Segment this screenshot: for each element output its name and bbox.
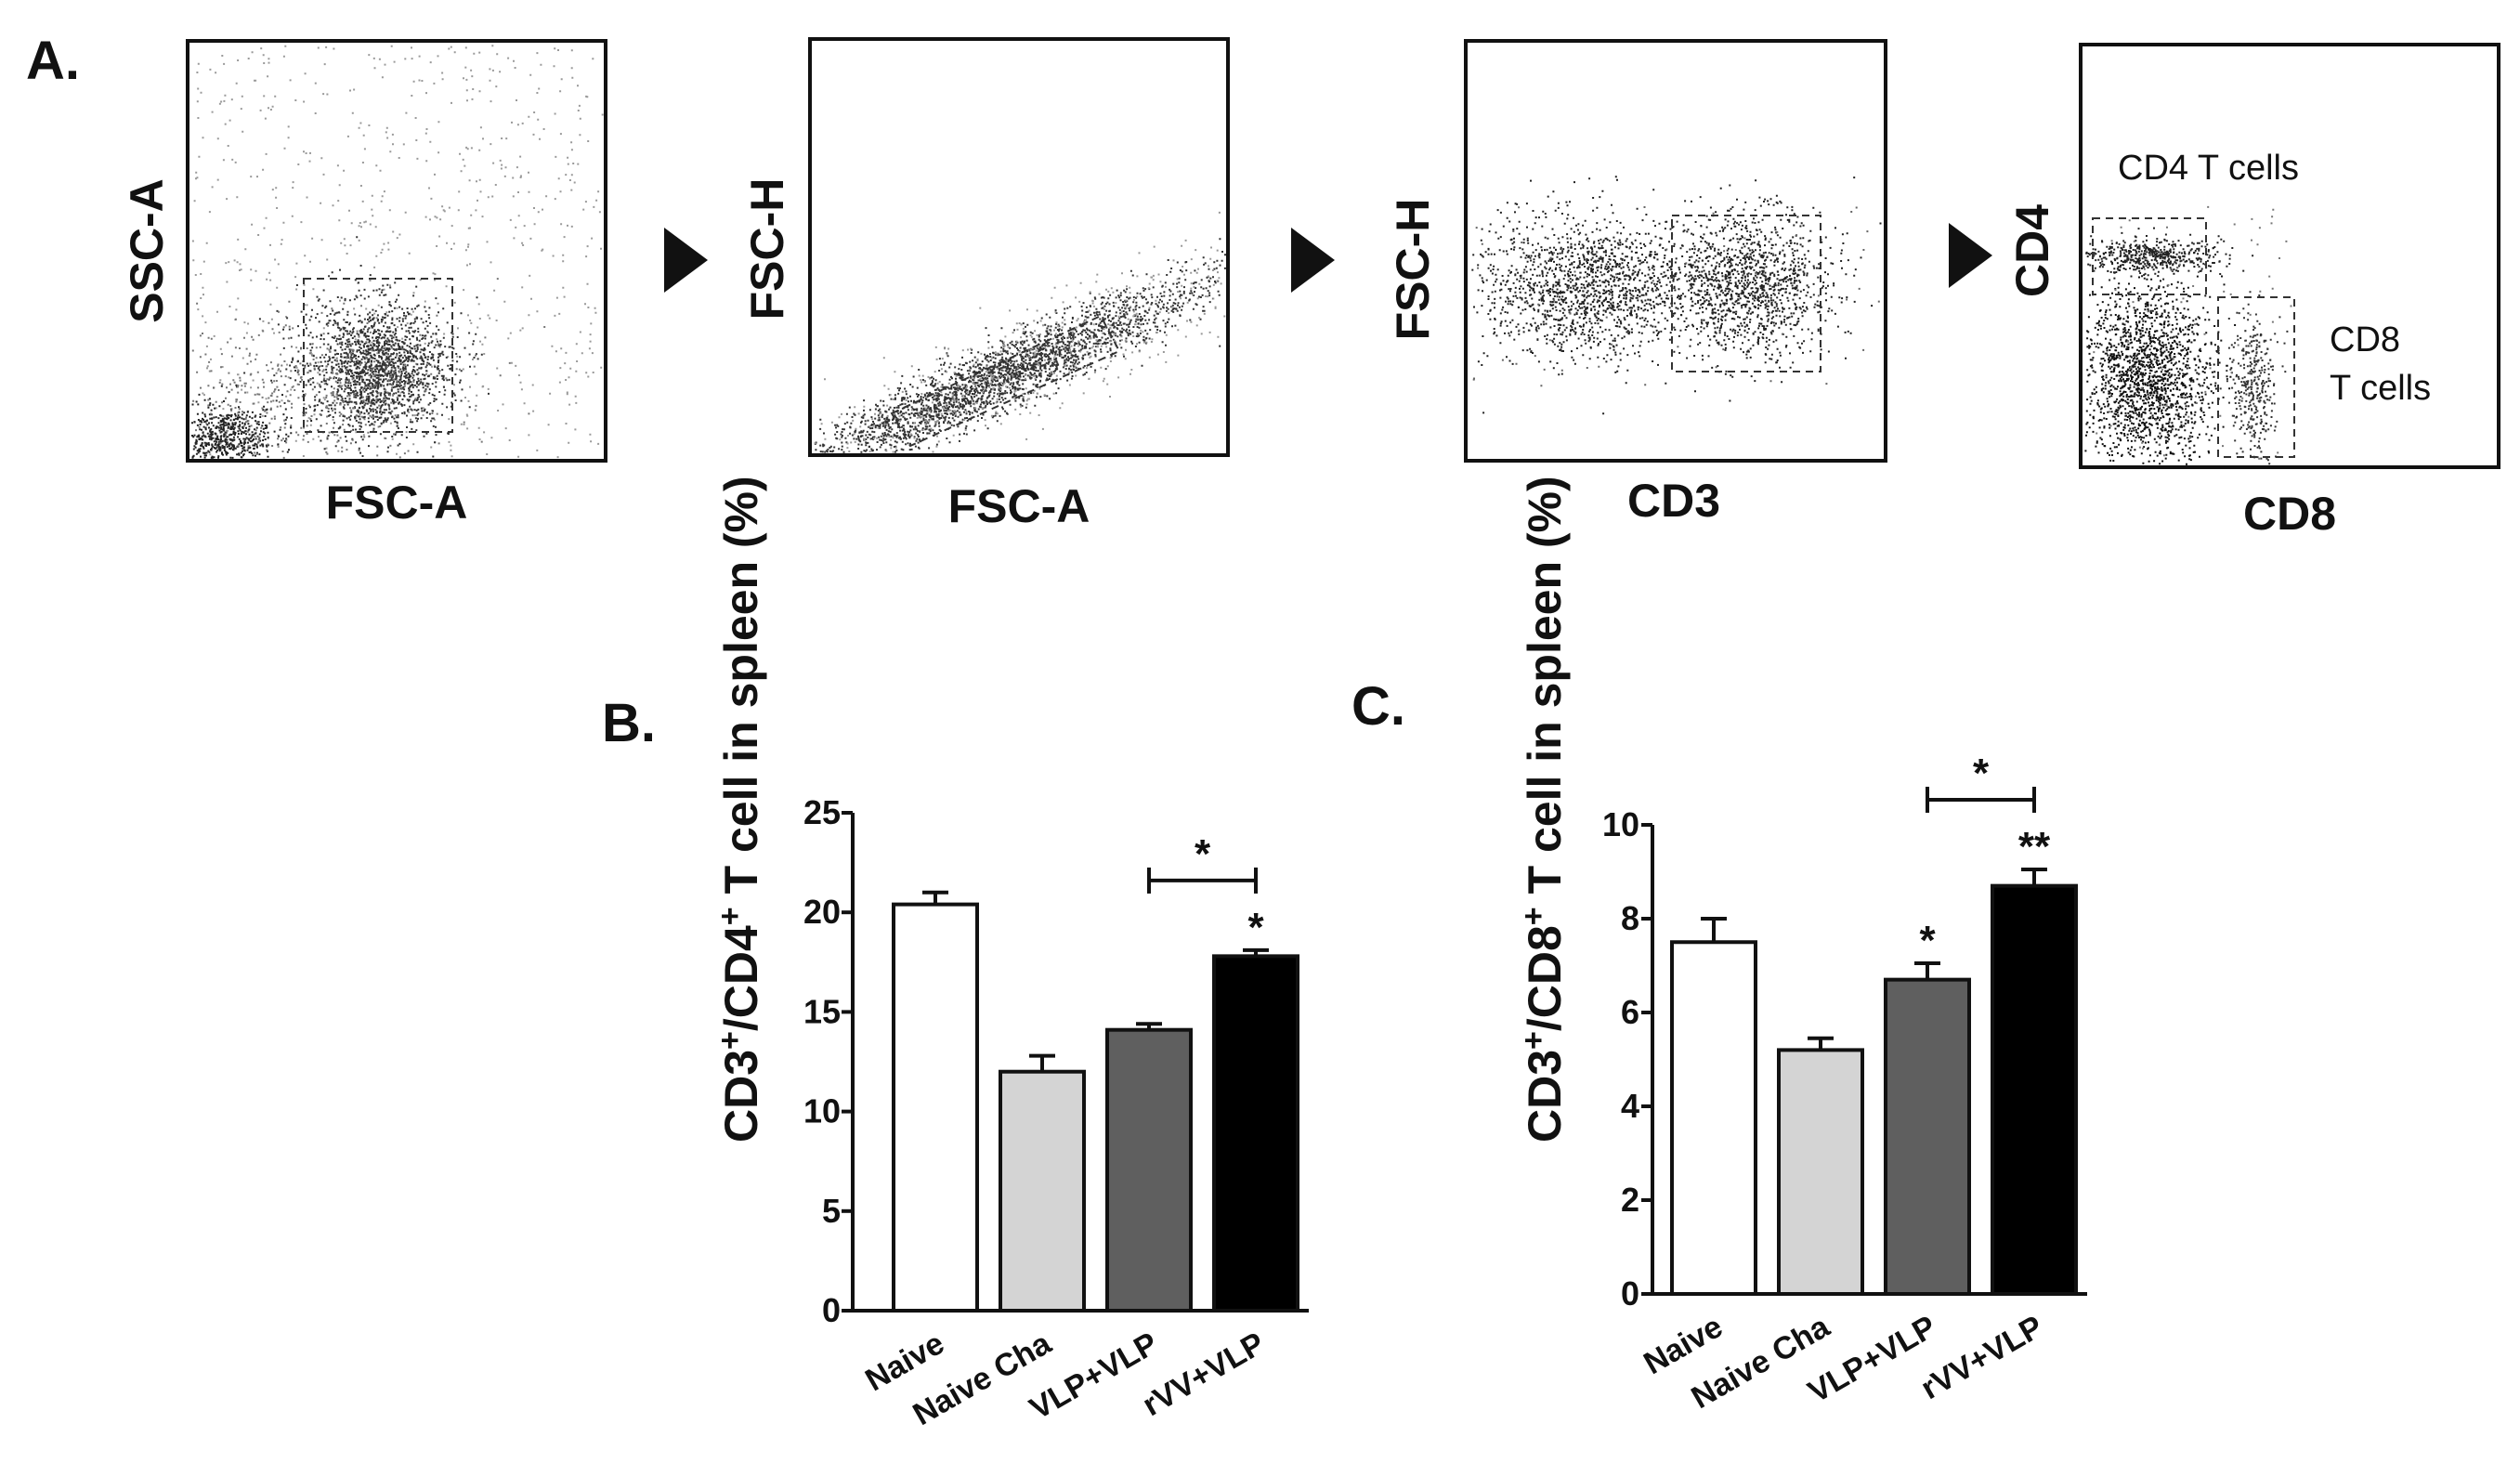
arrow-icon-3 [1949,223,1992,288]
bar-b-2 [1105,1027,1193,1313]
y-tick-label-c: 0 [1621,1274,1639,1313]
bracket-label-b: * [1195,831,1211,877]
facs-frame-2 [808,37,1230,457]
chart-b-ylabel-sup2: + [712,907,748,925]
bracket-label-c: * [1973,751,1990,796]
y-tick-label-b: 0 [822,1291,841,1329]
bar-b-3 [1212,954,1299,1313]
category-label-c: rVV+VLP [1915,1309,2049,1406]
y-tick-label-b: 5 [822,1192,841,1230]
facs-dots-3 [1471,176,1882,415]
chart-c-ylabel-sup1: + [1516,1031,1551,1050]
bar-b-1 [999,1069,1086,1313]
significance-mark-b: * [1247,905,1264,950]
facs-xlabel-3: CD3 [1627,475,1720,527]
bar-chart-c: CD3+/CD8+ T cell in spleen (%) 0246810Na… [1516,476,2087,1416]
chart-c-ylabel: CD3+/CD8+ T cell in spleen (%) [1516,476,1571,1143]
chart-b-ylabel-b: /CD4 [715,925,767,1031]
y-tick-label-c: 8 [1621,899,1639,937]
facs-frame-3 [1464,39,1887,463]
facs-frame-1 [186,39,607,463]
significance-mark-c: ** [2018,824,2051,869]
facs-plot-3: CD3 FSC-H [1387,39,1887,527]
facs-gate-2 [890,314,1121,448]
chart-c-ylabel-c: T cell in spleen (%) [1519,476,1571,907]
facs-plot-1: FSC-A SSC-A [121,39,607,529]
chart-c-ylabel-sup2: + [1516,907,1551,925]
facs-dots-4 [2084,205,2292,465]
bar-c-3 [1991,883,2078,1297]
y-tick-label-b: 20 [803,893,841,931]
facs-dots-1 [191,45,604,459]
facs-plot-2: FSC-A FSC-H [741,37,1230,532]
category-label-b: rVV+VLP [1137,1326,1271,1423]
facs-gate-cd4 [2092,217,2207,295]
chart-b-ylabel-sup1: + [712,1031,748,1050]
y-tick-label-c: 2 [1621,1181,1639,1219]
gate-label-cd4: CD4 T cells [2118,149,2299,188]
gate-label-cd8: CD8 [2330,320,2400,359]
arrow-icon-1 [664,228,708,293]
y-tick-label-c: 6 [1621,993,1639,1031]
bar-c-1 [1777,1048,1864,1297]
bar-chart-b: CD3+/CD4+ T cell in spleen (%) 051015202… [712,476,1309,1432]
facs-ylabel-2: FSC-H [741,178,793,320]
chart-b-ylabel: CD3+/CD4+ T cell in spleen (%) [712,476,767,1143]
y-tick-label-b: 10 [803,1092,841,1130]
facs-frame-4 [2079,43,2500,469]
panel-b-label: B. [602,693,656,753]
facs-plot-4: CD4 T cells CD8 T cells CD8 CD4 [2006,43,2500,540]
facs-ylabel-1: SSC-A [121,178,173,323]
facs-gate-1 [303,278,453,433]
chart-b-ylabel-a: CD3 [715,1050,767,1143]
chart-c-ylabel-b: /CD8 [1519,925,1571,1031]
chart-b-ylabel-c: T cell in spleen (%) [715,476,767,907]
panel-c-label: C. [1351,676,1405,737]
chart-c-ylabel-a: CD3 [1519,1050,1571,1143]
y-tick-label-c: 4 [1621,1087,1639,1125]
facs-ylabel-3: FSC-H [1387,199,1439,341]
facs-xlabel-4: CD8 [2243,488,2336,540]
significance-mark-c: * [1919,918,1936,963]
facs-gate-cd8 [2217,296,2295,458]
y-tick-label-b: 25 [803,793,841,831]
panel-a-label: A. [26,31,80,91]
facs-gate-3 [1671,215,1821,372]
facs-xlabel-1: FSC-A [326,477,468,529]
bar-c-0 [1670,940,1757,1296]
gate-label-tcells: T cells [2330,369,2431,408]
facs-dots-2 [814,211,1226,453]
facs-ylabel-4: CD4 [2006,204,2058,297]
y-tick-label-c: 10 [1602,805,1639,843]
bar-b-0 [892,902,979,1313]
y-tick-label-b: 15 [803,992,841,1030]
bar-c-2 [1884,977,1971,1297]
arrow-icon-2 [1291,228,1335,293]
facs-xlabel-2: FSC-A [948,480,1090,532]
